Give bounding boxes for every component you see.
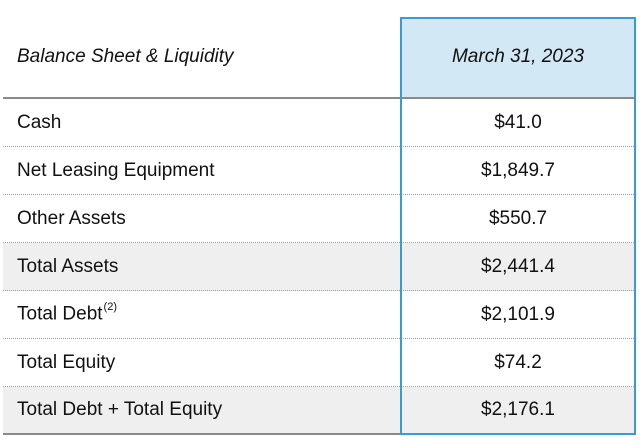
row-label: Cash: [17, 111, 62, 133]
row-value: $1,849.7: [481, 159, 555, 181]
table-header-row: Balance Sheet & Liquidity March 31, 2023: [3, 17, 636, 99]
table-row-other-assets: Other Assets $550.7: [3, 195, 636, 243]
balance-sheet-table: Balance Sheet & Liquidity March 31, 2023…: [3, 17, 636, 435]
footnote-marker: (2): [103, 301, 117, 314]
table-row-total-assets: Total Assets $2,441.4: [3, 243, 636, 291]
row-label: Total Assets: [17, 255, 119, 277]
table-row-cash: Cash $41.0: [3, 99, 636, 147]
row-value: $2,176.1: [481, 399, 555, 420]
row-value: $2,101.9: [481, 303, 555, 325]
row-value: $74.2: [494, 351, 542, 373]
row-value: $2,441.4: [481, 255, 555, 277]
row-label: Total Debt(2): [17, 301, 117, 325]
column-header-background: [400, 17, 636, 99]
row-label: Net Leasing Equipment: [17, 159, 215, 181]
column-header-date: March 31, 2023: [451, 46, 585, 67]
row-label: Total Equity: [17, 351, 116, 373]
table-row-total-equity: Total Equity $74.2: [3, 339, 636, 387]
table-row-total-debt: Total Debt(2) $2,101.9: [3, 291, 636, 339]
row-label: Other Assets: [17, 207, 126, 229]
table-row-total-debt-plus-equity: Total Debt + Total Equity $2,176.1: [3, 387, 636, 435]
row-value: $41.0: [494, 111, 542, 133]
row-value: $550.7: [488, 207, 548, 229]
table-header-label: Balance Sheet & Liquidity: [17, 46, 234, 67]
row-label: Total Debt + Total Equity: [17, 399, 223, 420]
table-row-net-leasing-equipment: Net Leasing Equipment $1,849.7: [3, 147, 636, 195]
